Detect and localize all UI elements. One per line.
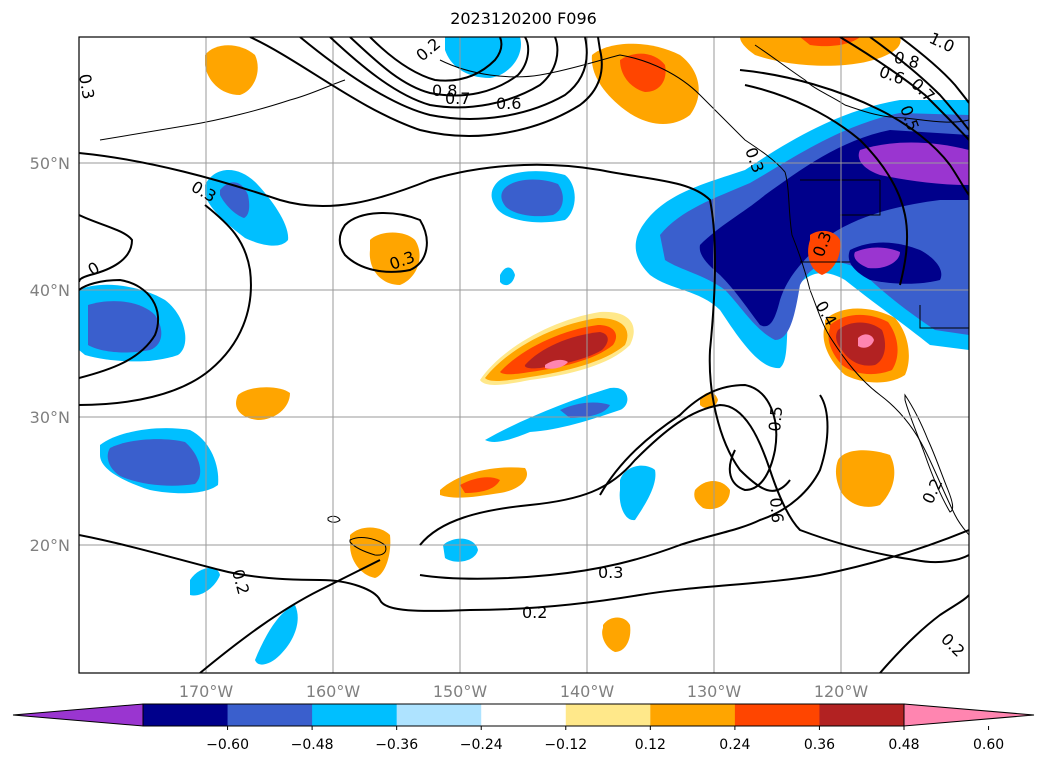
contour-label: 0.6	[766, 497, 787, 524]
gridlines	[79, 37, 969, 673]
colorbar-tick-label: 0.48	[888, 737, 919, 753]
contour-label: 0.6	[496, 94, 521, 113]
colorbar-tick-label: −0.48	[291, 737, 334, 753]
colorbar-extend-low	[12, 703, 144, 727]
lon-label: 120°W	[814, 682, 869, 701]
lat-label: 50°N	[30, 154, 70, 173]
colorbar-segment	[396, 704, 482, 726]
colorbar-tick-label: −0.60	[206, 737, 249, 753]
lat-label: 20°N	[30, 536, 70, 555]
contour-lines	[79, 37, 969, 673]
colorbar-segment	[734, 704, 820, 726]
colorbar-segment	[650, 704, 736, 726]
contour-label: 0.3	[75, 72, 98, 100]
lon-label: 160°W	[306, 682, 361, 701]
lat-label: 30°N	[30, 408, 70, 427]
colorbar-outline	[142, 703, 905, 727]
coastlines	[99, 44, 969, 556]
colorbar-segment	[312, 704, 398, 726]
colorbar-tick-label: −0.12	[544, 737, 587, 753]
colorbar-segment	[565, 704, 651, 726]
colorbar-tick-label: −0.24	[460, 737, 503, 753]
map-frame	[78, 36, 970, 674]
lon-label: 150°W	[433, 682, 488, 701]
contour-label: 0.5	[765, 405, 786, 432]
contour-label: 0.2	[522, 603, 547, 622]
lon-label: 140°W	[560, 682, 615, 701]
lat-label: 40°N	[30, 281, 70, 300]
lon-axis: 170°W 160°W 150°W 140°W 130°W 120°W	[179, 682, 869, 701]
contour-label: 0.3	[598, 563, 623, 582]
contour-label: 0.7	[445, 89, 470, 108]
colorbar-segment	[143, 704, 229, 726]
colorbar-tick-label: 0.24	[719, 737, 750, 753]
colorbar-extend-high	[903, 703, 1035, 727]
colorbar-segment	[819, 704, 905, 726]
colorbar-tick-label: −0.36	[375, 737, 418, 753]
lat-axis: 50°N 40°N 30°N 20°N	[30, 154, 70, 555]
anomaly-shading	[79, 37, 969, 665]
colorbar-tick-label: 0.60	[973, 737, 1004, 753]
map-title: 2023120200 F096	[450, 9, 597, 28]
colorbar	[12, 703, 1035, 727]
lon-label: 130°W	[687, 682, 742, 701]
colorbar-segment	[227, 704, 313, 726]
colorbar-segment	[481, 704, 567, 726]
colorbar-ticks: −0.60 −0.48 −0.36 −0.24 −0.12 0.12 0.24 0.36 0.4…	[206, 726, 1004, 753]
colorbar-tick-label: 0.12	[635, 737, 666, 753]
lon-label: 170°W	[179, 682, 234, 701]
colorbar-tick-label: 0.36	[804, 737, 835, 753]
contour-label: 0.8	[432, 81, 457, 100]
